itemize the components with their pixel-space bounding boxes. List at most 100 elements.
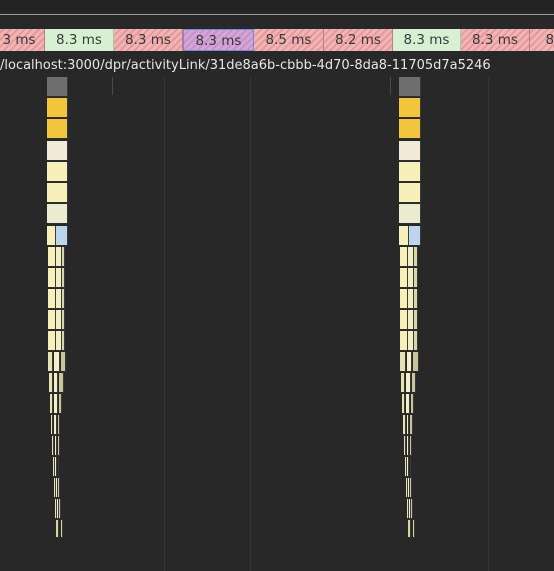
flame-bar[interactable] <box>399 226 409 246</box>
flame-bar[interactable] <box>401 373 406 393</box>
flame-bar[interactable] <box>48 289 56 309</box>
task-bar[interactable] <box>399 77 421 97</box>
flame-bar[interactable] <box>61 247 66 267</box>
flame-bar[interactable] <box>410 394 415 414</box>
flame-bar[interactable] <box>53 457 55 477</box>
flame-bar[interactable] <box>406 373 411 393</box>
flame-bar[interactable] <box>407 436 409 456</box>
flame-bar[interactable] <box>399 183 421 203</box>
scripting-bar[interactable] <box>399 98 421 118</box>
flame-bar[interactable] <box>48 310 56 330</box>
flame-bar[interactable] <box>414 331 419 351</box>
flame-bar[interactable] <box>408 520 411 538</box>
flame-bar[interactable] <box>406 478 408 498</box>
flame-bar[interactable] <box>414 268 419 288</box>
flame-bar[interactable] <box>411 373 417 393</box>
flame-bar[interactable] <box>60 352 66 372</box>
flame-bar[interactable] <box>59 373 64 393</box>
flame-bar[interactable] <box>57 457 60 477</box>
frame-6[interactable]: 8.3 ms <box>393 29 461 51</box>
flame-bar[interactable] <box>61 310 66 330</box>
flame-bar[interactable] <box>414 289 419 309</box>
flame-bar[interactable] <box>57 415 61 435</box>
flame-bar[interactable] <box>48 352 54 372</box>
flame-bar[interactable] <box>400 310 409 330</box>
flame-bar[interactable] <box>47 162 68 182</box>
flame-bar[interactable] <box>55 457 57 477</box>
flame-bar[interactable] <box>51 415 54 435</box>
flame-bar[interactable] <box>411 499 413 519</box>
flame-bar[interactable] <box>55 310 62 330</box>
flame-bar[interactable] <box>56 478 58 498</box>
flame-bar[interactable] <box>57 436 60 456</box>
flame-bar[interactable] <box>54 352 60 372</box>
flame-bar[interactable] <box>59 499 61 519</box>
flame-bar[interactable] <box>48 331 56 351</box>
flame-bar[interactable] <box>407 457 409 477</box>
flame-bar[interactable] <box>61 520 63 538</box>
scripting-bar[interactable] <box>47 98 68 118</box>
flame-bar[interactable] <box>49 373 54 393</box>
frame-8[interactable]: 8. <box>530 29 554 51</box>
flame-bar[interactable] <box>408 331 415 351</box>
scripting-bar[interactable] <box>399 119 421 139</box>
flame-bar[interactable] <box>61 289 66 309</box>
flame-bar[interactable] <box>54 394 58 414</box>
flame-bar[interactable] <box>58 478 60 498</box>
flame-bar[interactable] <box>408 268 415 288</box>
flame-bar[interactable] <box>399 141 421 161</box>
frame-0[interactable]: 3 ms <box>0 29 45 51</box>
flame-bar[interactable] <box>399 204 421 224</box>
flame-bar[interactable] <box>409 499 411 519</box>
flame-bar[interactable] <box>400 352 406 372</box>
frame-3[interactable]: 8.3 ms <box>183 29 254 51</box>
flame-bar[interactable] <box>56 226 68 246</box>
flame-bar[interactable] <box>55 331 62 351</box>
flame-bar[interactable] <box>50 394 54 414</box>
flame-bar[interactable] <box>55 268 62 288</box>
flame-bar[interactable] <box>58 394 62 414</box>
flame-bar[interactable] <box>47 141 68 161</box>
flame-bar[interactable] <box>56 520 59 538</box>
flame-bar[interactable] <box>400 289 409 309</box>
flame-bar[interactable] <box>410 436 413 456</box>
flame-bar[interactable] <box>406 394 410 414</box>
flame-bar[interactable] <box>406 352 413 372</box>
flame-bar[interactable] <box>414 247 419 267</box>
flame-bar[interactable] <box>410 415 414 435</box>
flame-bar[interactable] <box>402 394 406 414</box>
flame-bar[interactable] <box>61 268 66 288</box>
flame-bar[interactable] <box>413 352 419 372</box>
flame-bar[interactable] <box>408 478 410 498</box>
scripting-bar[interactable] <box>47 119 68 139</box>
flame-bar[interactable] <box>48 247 56 267</box>
flame-bar[interactable] <box>54 373 59 393</box>
frame-1[interactable]: 8.3 ms <box>45 29 114 51</box>
flame-bar[interactable] <box>55 247 62 267</box>
flame-bar[interactable] <box>414 310 419 330</box>
flame-bar[interactable] <box>47 226 56 246</box>
frame-2[interactable]: 8.3 ms <box>114 29 183 51</box>
flame-bar[interactable] <box>409 457 412 477</box>
frames-track[interactable]: 3 ms 8.3 ms 8.3 ms 8.3 ms 8.5 ms 8.2 ms … <box>0 29 554 51</box>
flame-bar[interactable] <box>52 436 54 456</box>
flame-bar[interactable] <box>55 289 62 309</box>
flame-bar[interactable] <box>400 268 409 288</box>
flame-bar[interactable] <box>54 436 57 456</box>
flame-bar[interactable] <box>55 499 57 519</box>
flame-bar[interactable] <box>47 204 68 224</box>
frame-4[interactable]: 8.5 ms <box>254 29 324 51</box>
flame-bar[interactable] <box>403 415 406 435</box>
flame-bar[interactable] <box>54 478 56 498</box>
flame-bar[interactable] <box>400 247 409 267</box>
flame-bar[interactable] <box>61 331 66 351</box>
network-request-url[interactable]: /localhost:3000/dpr/activityLink/31de8a6… <box>0 58 491 73</box>
flame-bar[interactable] <box>413 520 415 538</box>
flame-bar[interactable] <box>48 268 56 288</box>
flame-bar[interactable] <box>407 499 409 519</box>
flame-bar[interactable] <box>408 247 415 267</box>
flame-bar[interactable] <box>410 478 412 498</box>
flame-bar[interactable] <box>406 415 410 435</box>
frame-7[interactable]: 8.3 ms <box>461 29 530 51</box>
